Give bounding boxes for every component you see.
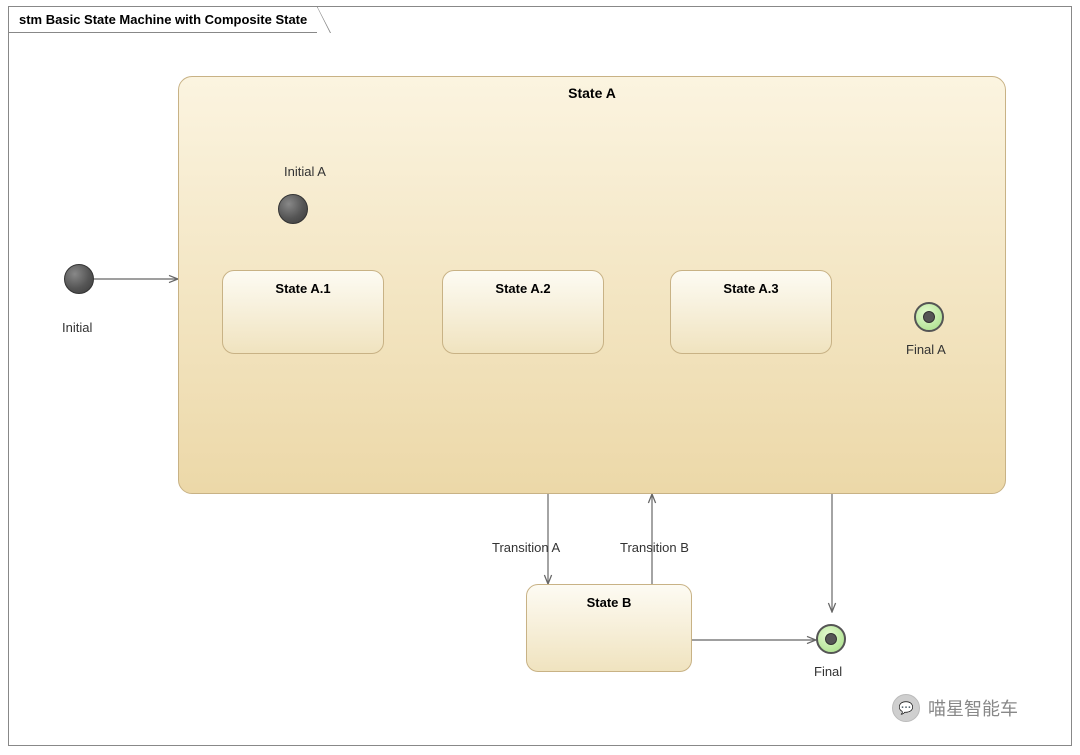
frame-title: stm Basic State Machine with Composite S… [9, 7, 318, 33]
initial-pseudostate-initialA [278, 194, 308, 224]
node-label: Initial A [284, 164, 326, 179]
wechat-icon: 💬 [892, 694, 920, 722]
state-title: State A.2 [443, 281, 603, 296]
state-title: State A.1 [223, 281, 383, 296]
composite-title: State A [179, 85, 1005, 101]
node-label: Final A [906, 342, 946, 357]
final-state-finalA [914, 302, 944, 332]
node-label: Initial [62, 320, 92, 335]
node-label: Final [814, 664, 842, 679]
state-a2: State A.2 [442, 270, 604, 354]
state-a3: State A.3 [670, 270, 832, 354]
frame-title-text: stm Basic State Machine with Composite S… [19, 12, 307, 27]
watermark-text: 喵星智能车 [928, 695, 1018, 721]
final-inner-dot [923, 311, 935, 323]
diagram-canvas: stm Basic State Machine with Composite S… [0, 0, 1080, 755]
state-title: State B [527, 595, 691, 610]
watermark: 💬 喵星智能车 [892, 694, 1018, 722]
final-inner-dot [825, 633, 837, 645]
state-a1: State A.1 [222, 270, 384, 354]
initial-pseudostate-initial [64, 264, 94, 294]
final-state-final [816, 624, 846, 654]
transition-label: Transition A [492, 540, 560, 555]
state-title: State A.3 [671, 281, 831, 296]
transition-label: Transition B [620, 540, 689, 555]
state-stateB: State B [526, 584, 692, 672]
